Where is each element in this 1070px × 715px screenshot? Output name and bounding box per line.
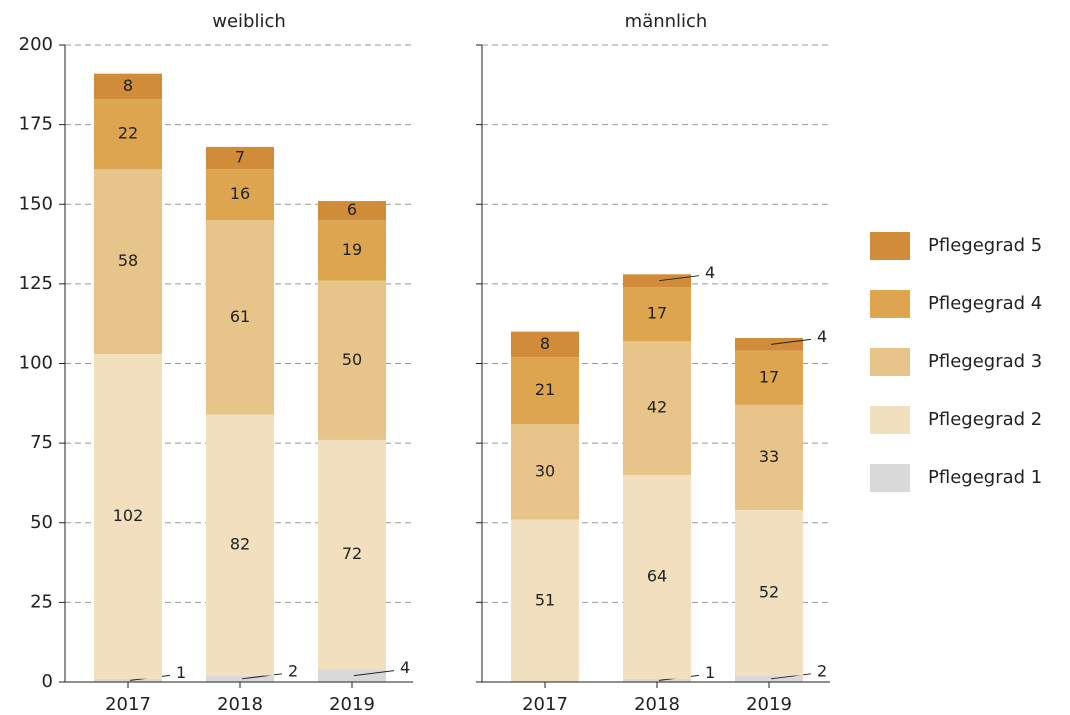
- value-label: 19: [342, 240, 362, 259]
- bar-segment: [735, 510, 803, 676]
- bar-segment: [318, 439, 386, 670]
- bar-segment: [511, 519, 579, 682]
- y-tick-label: 50: [30, 512, 53, 533]
- bar-segment: [511, 357, 579, 425]
- bar-segment: [206, 414, 274, 676]
- leader-line: [770, 673, 812, 680]
- panel-title: weiblich: [212, 11, 286, 32]
- value-label: 82: [230, 535, 250, 554]
- y-tick-label: 25: [30, 591, 53, 612]
- value-label: 64: [647, 566, 667, 585]
- bar-segment: [94, 99, 162, 170]
- bar-segment: [318, 220, 386, 281]
- value-label: 6: [347, 200, 357, 219]
- value-label: 4: [817, 327, 827, 346]
- value-label: 42: [647, 398, 667, 417]
- y-tick-label: 175: [19, 114, 53, 135]
- x-tick-label: 2017: [105, 694, 151, 715]
- value-label: 1: [176, 663, 186, 682]
- y-tick-label: 0: [42, 671, 53, 692]
- bar-segment: [206, 146, 274, 170]
- value-label: 4: [705, 263, 715, 282]
- value-label: 33: [759, 447, 779, 466]
- legend-label: Pflegegrad 2: [928, 409, 1042, 430]
- value-label: 72: [342, 544, 362, 563]
- bar-segment: [94, 678, 162, 682]
- y-tick-label: 200: [19, 34, 53, 55]
- bar-segment: [511, 331, 579, 358]
- x-tick-label: 2018: [634, 694, 680, 715]
- y-tick-label: 75: [30, 432, 53, 453]
- leader-line: [241, 673, 283, 680]
- y-tick-label: 100: [19, 353, 53, 374]
- y-tick-label: 125: [19, 273, 53, 294]
- bar-segment: [318, 201, 386, 221]
- bar-segment: [206, 220, 274, 415]
- legend-swatch: [870, 290, 910, 318]
- x-tick-label: 2019: [746, 694, 792, 715]
- leader-line: [353, 670, 395, 677]
- legend-swatch: [870, 406, 910, 434]
- bar-segment: [623, 287, 691, 342]
- bar-segment: [735, 350, 803, 405]
- legend-label: Pflegegrad 1: [928, 467, 1042, 488]
- value-label: 2: [288, 661, 298, 680]
- value-label: 30: [535, 461, 555, 480]
- value-label: 1: [705, 663, 715, 682]
- leader-line: [658, 275, 700, 282]
- x-tick-label: 2017: [522, 694, 568, 715]
- bar-segment: [623, 678, 691, 682]
- value-label: 61: [230, 307, 250, 326]
- x-tick-label: 2019: [329, 694, 375, 715]
- value-label: 8: [540, 334, 550, 353]
- value-label: 7: [235, 148, 245, 167]
- legend-label: Pflegegrad 4: [928, 293, 1042, 314]
- bar-segment: [318, 280, 386, 440]
- value-label: 17: [647, 304, 667, 323]
- bar-segment: [735, 338, 803, 351]
- leader-line: [770, 338, 812, 345]
- value-label: 21: [535, 380, 555, 399]
- value-label: 22: [118, 124, 138, 143]
- bar-segment: [735, 675, 803, 682]
- value-label: 4: [400, 658, 410, 677]
- bar-segment: [94, 73, 162, 100]
- bar-segment: [623, 341, 691, 475]
- bar-segment: [94, 353, 162, 679]
- y-tick-label: 150: [19, 193, 53, 214]
- bar-segment: [206, 675, 274, 682]
- legend-swatch: [870, 464, 910, 492]
- bar-segment: [623, 474, 691, 679]
- value-label: 2: [817, 661, 827, 680]
- legend-swatch: [870, 348, 910, 376]
- bar-segment: [94, 169, 162, 354]
- legend-label: Pflegegrad 5: [928, 235, 1042, 256]
- legend-swatch: [870, 232, 910, 260]
- bar-segment: [623, 274, 691, 288]
- value-label: 50: [342, 350, 362, 369]
- panel-title: männlich: [625, 11, 708, 32]
- value-label: 58: [118, 251, 138, 270]
- x-tick-label: 2018: [217, 694, 263, 715]
- value-label: 17: [759, 367, 779, 386]
- value-label: 16: [230, 184, 250, 203]
- bar-segment: [206, 169, 274, 221]
- legend-label: Pflegegrad 3: [928, 351, 1042, 372]
- value-label: 52: [759, 582, 779, 601]
- value-label: 51: [535, 590, 555, 609]
- bar-segment: [735, 404, 803, 511]
- value-label: 8: [123, 76, 133, 95]
- value-label: 102: [113, 506, 144, 525]
- bar-segment: [318, 669, 386, 682]
- bar-segment: [511, 424, 579, 520]
